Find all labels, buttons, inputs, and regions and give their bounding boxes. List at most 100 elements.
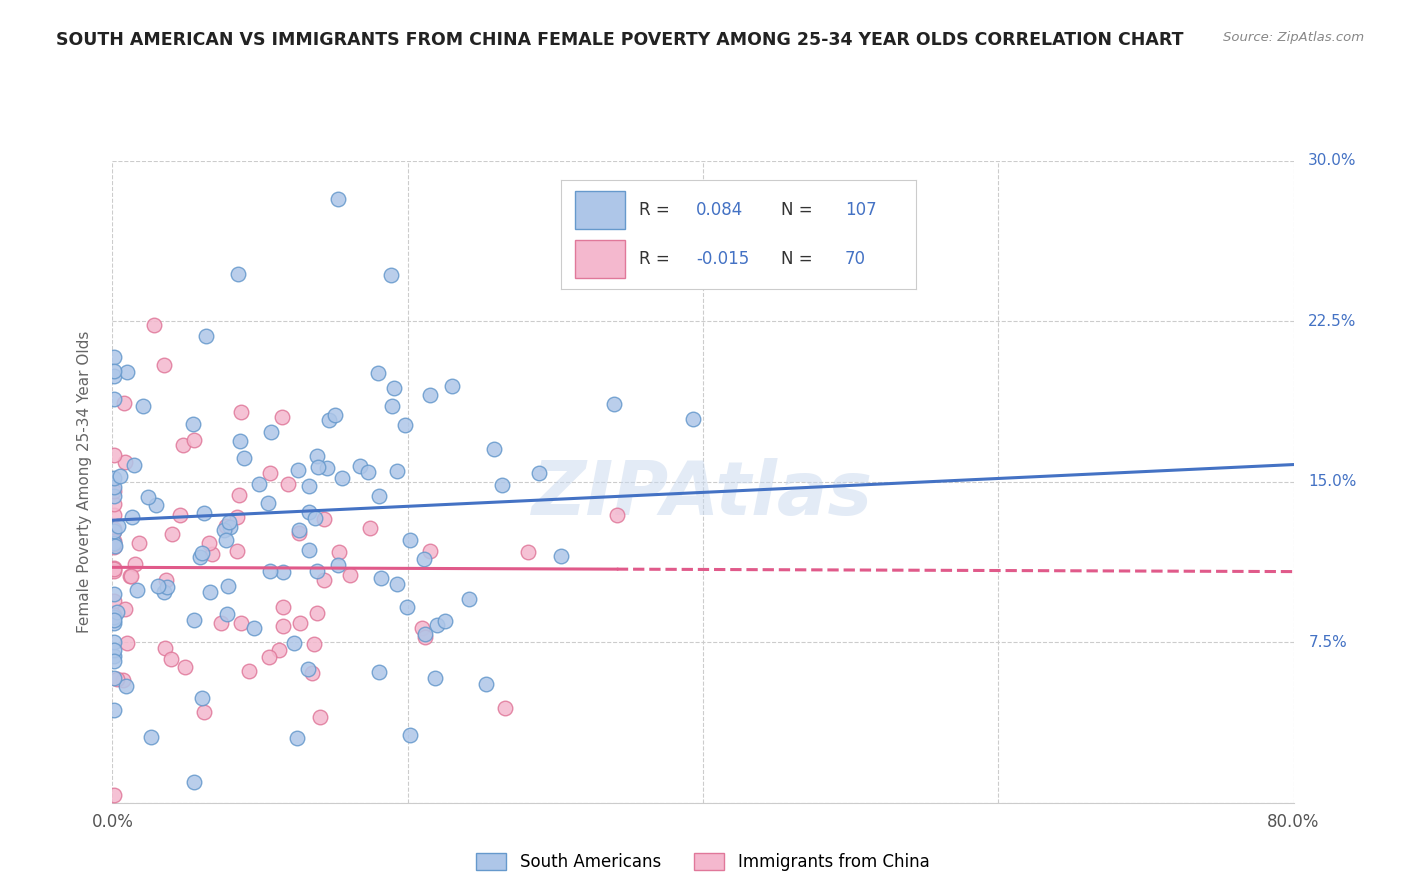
Point [122, 458, 145, 473]
Point [277, 477, 299, 491]
Point [103, 497, 125, 511]
Point [440, 379, 463, 393]
Point [103, 671, 125, 685]
Point [382, 381, 405, 395]
Point [273, 619, 295, 633]
Point [267, 643, 290, 657]
Point [103, 533, 125, 548]
Point [283, 636, 305, 650]
Point [103, 654, 125, 668]
Point [215, 607, 238, 621]
Point [139, 731, 162, 745]
Point [349, 459, 371, 474]
Point [209, 615, 232, 630]
Point [297, 542, 319, 557]
Point [194, 328, 217, 343]
Point [226, 544, 249, 558]
Point [215, 519, 238, 533]
Point [136, 490, 159, 504]
Point [231, 616, 253, 631]
Point [287, 525, 309, 540]
Point [152, 585, 174, 599]
Point [367, 665, 389, 679]
Point [285, 731, 308, 746]
Point [426, 617, 449, 632]
Point [475, 677, 498, 691]
Text: ZIPAtlas: ZIPAtlas [533, 458, 873, 531]
Point [380, 268, 402, 282]
Point [155, 573, 177, 587]
Point [103, 608, 125, 623]
Point [103, 364, 125, 378]
Point [314, 574, 336, 588]
Point [115, 636, 138, 650]
Point [183, 433, 205, 447]
Point [156, 581, 179, 595]
Point [330, 471, 353, 485]
Point [367, 366, 389, 380]
Point [256, 496, 278, 510]
Point [228, 488, 250, 502]
Point [145, 498, 167, 512]
Point [174, 660, 197, 674]
Point [606, 508, 628, 522]
Point [191, 546, 214, 560]
FancyBboxPatch shape [575, 191, 626, 229]
Point [103, 564, 125, 578]
Point [143, 318, 166, 332]
Point [160, 526, 183, 541]
Point [169, 508, 191, 523]
Point [425, 671, 447, 685]
Point [197, 536, 219, 550]
Point [120, 569, 142, 583]
Point [318, 413, 340, 427]
Point [312, 512, 335, 526]
Point [297, 662, 319, 676]
Point [183, 613, 205, 627]
Point [419, 387, 441, 401]
Point [270, 410, 292, 425]
Point [328, 558, 350, 572]
Point [394, 418, 416, 433]
Point [238, 664, 260, 678]
Point [103, 788, 125, 802]
Point [103, 369, 125, 384]
Point [385, 577, 408, 591]
Point [385, 464, 408, 478]
Point [121, 509, 143, 524]
Point [229, 434, 252, 448]
Text: 30.0%: 30.0% [1309, 153, 1357, 168]
Point [218, 516, 240, 530]
Point [259, 425, 281, 440]
Point [527, 467, 550, 481]
Text: 15.0%: 15.0% [1309, 475, 1357, 489]
Point [231, 405, 253, 419]
Legend: South Americans, Immigrants from China: South Americans, Immigrants from China [470, 847, 936, 878]
Point [217, 579, 239, 593]
Point [359, 521, 381, 535]
Point [309, 709, 332, 723]
Point [482, 442, 505, 456]
Point [103, 471, 125, 485]
Point [381, 399, 404, 413]
Point [103, 536, 125, 550]
Point [103, 562, 125, 576]
Point [153, 358, 176, 372]
Point [103, 351, 125, 365]
Point [193, 506, 215, 520]
Point [370, 571, 392, 585]
Point [114, 602, 136, 616]
Point [111, 673, 134, 688]
Point [172, 438, 194, 452]
Point [103, 508, 125, 522]
Point [411, 621, 433, 635]
Point [242, 621, 264, 635]
Point [326, 192, 349, 206]
Point [287, 463, 309, 477]
Point [103, 448, 125, 462]
Point [215, 533, 238, 548]
Text: R =: R = [640, 201, 671, 219]
Point [302, 637, 325, 651]
Point [259, 466, 281, 480]
Point [434, 614, 457, 628]
